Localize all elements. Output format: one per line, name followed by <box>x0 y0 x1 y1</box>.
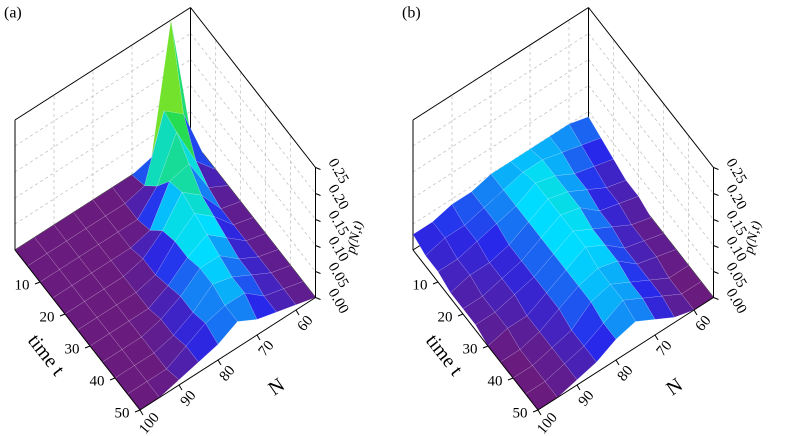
tick-mark <box>59 313 66 317</box>
grid-line <box>190 85 316 246</box>
y-axis <box>14 249 141 411</box>
tick-mark <box>576 384 581 391</box>
y-axis <box>412 249 539 411</box>
tick-mark <box>615 359 620 366</box>
x-tick-label: 80 <box>217 363 239 385</box>
grid-line <box>14 85 191 199</box>
tick-mark <box>432 281 439 285</box>
axis-box-edge <box>412 7 589 121</box>
z-tick-label: 0.05 <box>324 260 351 291</box>
x-tick-label: 60 <box>295 313 317 335</box>
tick-mark <box>315 219 321 222</box>
x-axis <box>139 297 316 411</box>
axis-box-edge <box>14 7 191 121</box>
tick-mark <box>654 334 659 341</box>
y-tick-label: 30 <box>463 341 478 357</box>
x-tick-label: 100 <box>136 410 163 436</box>
grid-line <box>412 85 589 199</box>
x-tick-label: 70 <box>654 338 676 360</box>
grid-line <box>588 59 714 220</box>
tick-mark <box>537 409 542 416</box>
tick-mark <box>532 409 539 413</box>
tick-mark <box>84 345 91 349</box>
z-tick-label: 0.25 <box>722 156 749 187</box>
y-axis-title: time t <box>421 330 467 380</box>
z-tick-label: 0.25 <box>324 156 351 187</box>
grid-line <box>588 111 714 272</box>
z-tick-label: 0.20 <box>722 182 749 213</box>
tick-mark <box>139 409 144 416</box>
grid-line <box>14 111 191 225</box>
y-tick-label: 50 <box>115 405 130 421</box>
tick-mark <box>713 167 719 170</box>
grid-line <box>190 33 316 194</box>
x-axis <box>537 297 714 411</box>
tick-mark <box>713 193 719 196</box>
tick-mark <box>315 167 321 170</box>
tick-mark <box>457 313 464 317</box>
tick-mark <box>315 193 321 196</box>
tick-mark <box>217 359 222 366</box>
y-axis-title: time t <box>23 330 69 380</box>
tick-mark <box>295 309 300 316</box>
panel-label: (a) <box>4 5 22 22</box>
y-tick-label: 40 <box>488 373 503 389</box>
grid-line <box>14 59 191 173</box>
y-tick-label: 50 <box>513 405 528 421</box>
y-tick-label: 20 <box>438 309 453 325</box>
grid-line <box>588 33 714 194</box>
z-tick-label: 0.05 <box>722 260 749 291</box>
grid-line <box>14 33 191 147</box>
axis-box-edge <box>190 7 316 168</box>
tick-mark <box>713 245 719 248</box>
tick-mark <box>713 271 719 274</box>
x-tick-label: 90 <box>576 388 598 410</box>
tick-mark <box>713 297 719 300</box>
tick-mark <box>315 297 321 300</box>
tick-mark <box>34 281 41 285</box>
tick-mark <box>315 271 321 274</box>
grid-line <box>412 33 589 147</box>
x-tick-label: 60 <box>693 313 715 335</box>
panel-label: (b) <box>402 5 421 22</box>
x-tick-label: 100 <box>534 410 561 436</box>
z-tick-label: 0.00 <box>722 286 749 317</box>
y-tick-label: 40 <box>90 373 105 389</box>
panel: 6070809010010203040500.000.050.100.150.2… <box>4 5 367 436</box>
y-tick-label: 10 <box>15 277 30 293</box>
tick-mark <box>178 384 183 391</box>
y-tick-label: 20 <box>40 309 55 325</box>
tick-mark <box>693 309 698 316</box>
z-tick-label: 0.20 <box>324 182 351 213</box>
tick-mark <box>256 334 261 341</box>
y-tick-label: 10 <box>413 277 428 293</box>
panel: 6070809010010203040500.000.050.100.150.2… <box>402 5 765 436</box>
grid-line <box>588 85 714 246</box>
tick-mark <box>134 409 141 413</box>
tick-mark <box>482 345 489 349</box>
x-axis-title: N <box>264 374 288 400</box>
z-tick-label: 0.00 <box>324 286 351 317</box>
tick-mark <box>713 219 719 222</box>
grid-line <box>190 111 316 272</box>
tick-mark <box>507 377 514 381</box>
x-tick-label: 70 <box>256 338 278 360</box>
y-tick-label: 30 <box>65 341 80 357</box>
tick-mark <box>315 245 321 248</box>
grid-line <box>190 59 316 220</box>
grid-line <box>412 59 589 173</box>
x-axis-title: N <box>662 374 686 400</box>
x-tick-label: 80 <box>615 363 637 385</box>
tick-mark <box>109 377 116 381</box>
x-tick-label: 90 <box>178 388 200 410</box>
axis-box-edge <box>588 7 714 168</box>
